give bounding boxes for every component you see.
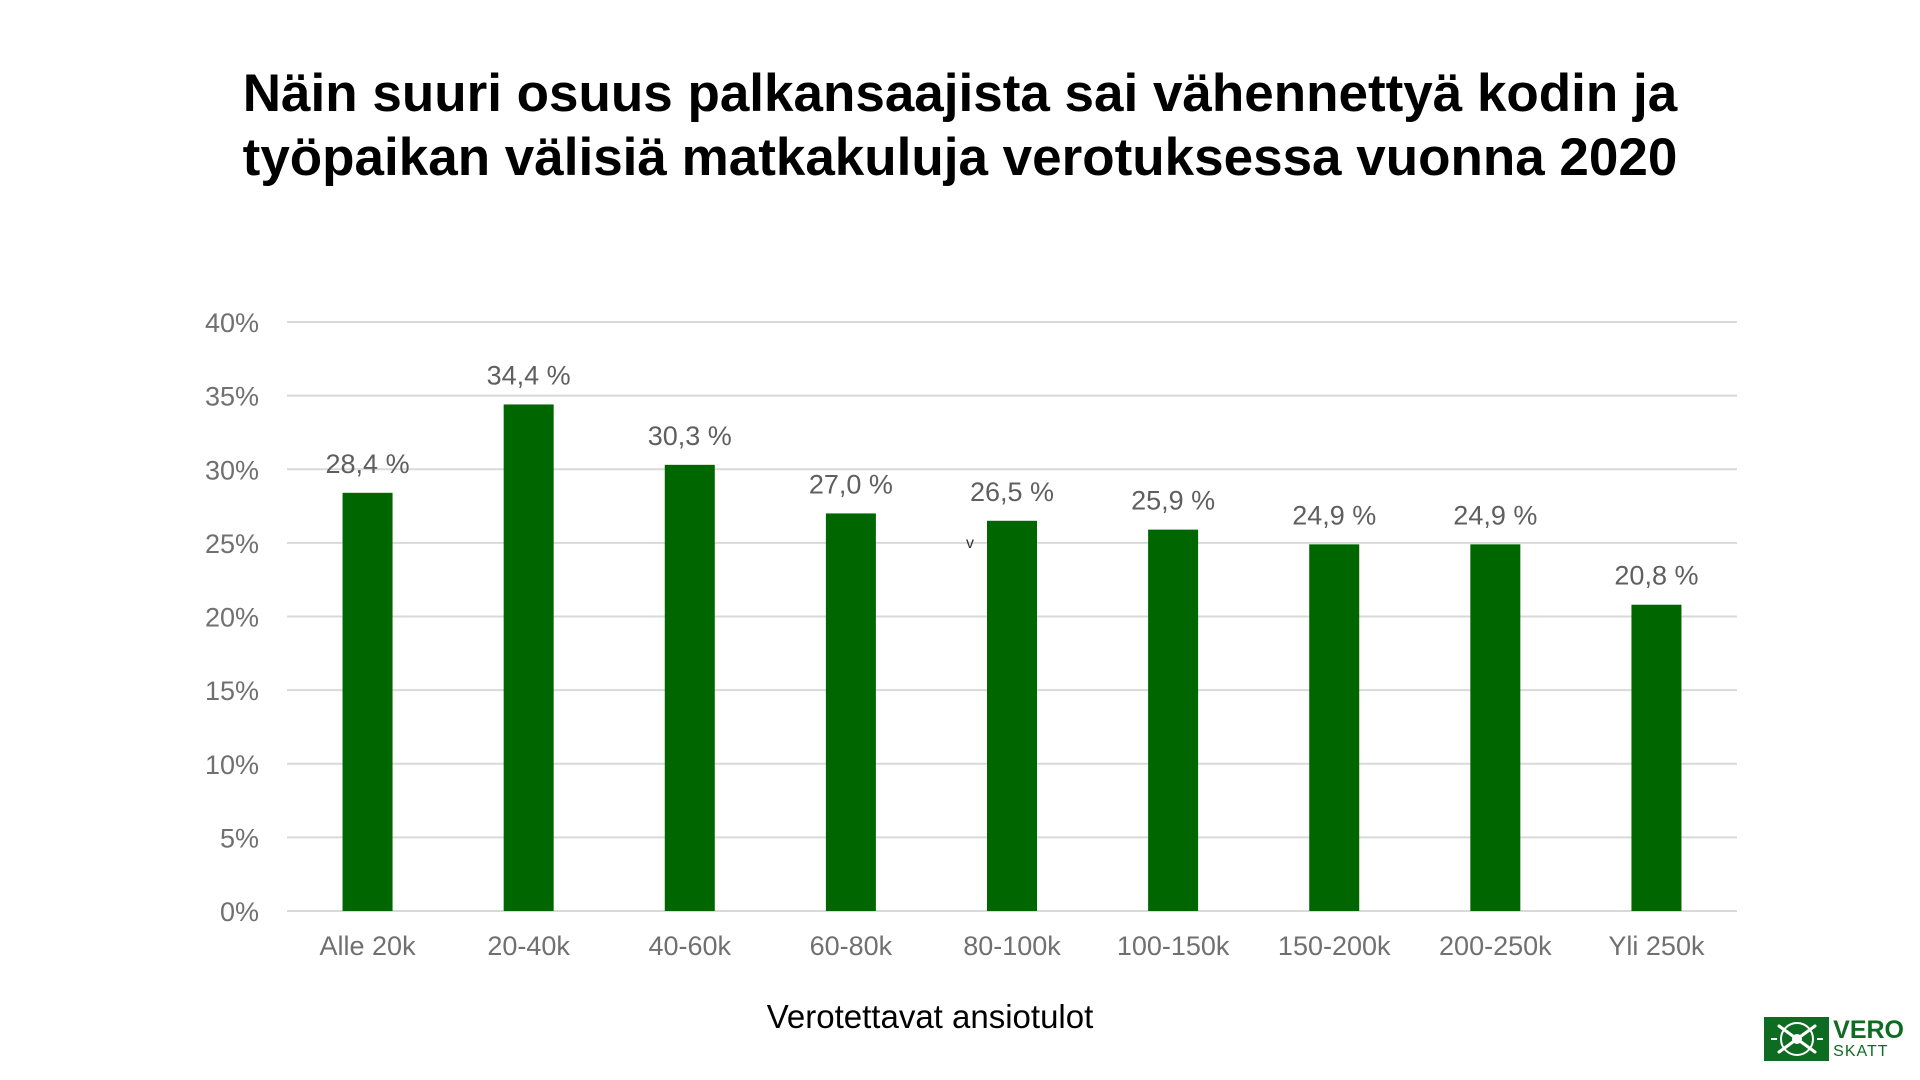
- annotation-mark: v: [966, 535, 974, 552]
- y-axis-tick-labels: 0% 5% 10% 15% 20% 25% 30% 35% 40%: [205, 308, 259, 927]
- logo-word-skatt: SKATT: [1833, 1043, 1889, 1060]
- bars: [342, 404, 1682, 911]
- x-tick-label-3: 40-60k: [648, 931, 731, 961]
- data-label-2: 34,4 %: [487, 360, 571, 390]
- bar-2: [503, 404, 554, 911]
- x-axis-title: Verotettavat ansiotulot: [766, 998, 1094, 1035]
- y-tick-label-20: 20%: [205, 603, 259, 633]
- chart-title: Näin suuri osuus palkansaajista sai vähe…: [120, 62, 1800, 190]
- bar-1: [342, 492, 393, 911]
- bar-8: [1470, 544, 1521, 911]
- x-tick-label-2: 20-40k: [487, 931, 570, 961]
- data-label-4: 27,0 %: [809, 469, 893, 499]
- y-tick-label-35: 35%: [205, 382, 259, 412]
- x-tick-label-7: 150-200k: [1278, 931, 1391, 961]
- chart-title-line-1: Näin suuri osuus palkansaajista sai vähe…: [242, 64, 1678, 123]
- y-tick-label-15: 15%: [205, 676, 259, 706]
- bar-6: [1148, 529, 1199, 911]
- y-tick-label-40: 40%: [205, 308, 259, 338]
- tax-administration-emblem-icon: [1764, 1017, 1830, 1061]
- vero-skatt-logo: VERO SKATT: [1764, 1017, 1904, 1061]
- y-tick-label-10: 10%: [205, 750, 259, 780]
- logo-wordmark: VERO SKATT: [1833, 1018, 1904, 1060]
- x-tick-label-8: 200-250k: [1439, 931, 1552, 961]
- y-tick-label-0: 0%: [220, 897, 259, 927]
- y-tick-label-25: 25%: [205, 529, 259, 559]
- x-tick-label-1: Alle 20k: [320, 931, 417, 961]
- bar-4: [825, 513, 876, 911]
- data-label-7: 24,9 %: [1292, 500, 1376, 530]
- y-tick-label-5: 5%: [220, 823, 259, 853]
- data-labels: 28,4 % 34,4 % 30,3 % 27,0 % 26,5 % 25,9 % 24,9…: [326, 360, 1699, 590]
- bar-3: [664, 464, 715, 911]
- data-label-8: 24,9 %: [1453, 500, 1537, 530]
- x-tick-label-6: 100-150k: [1117, 931, 1230, 961]
- x-axis-category-labels: Alle 20k 20-40k 40-60k 60-80k 80-100k 100-150…: [320, 931, 1705, 961]
- bar-7: [1309, 544, 1360, 911]
- x-tick-label-9: Yli 250k: [1608, 931, 1705, 961]
- data-label-3: 30,3 %: [648, 421, 732, 451]
- data-label-1: 28,4 %: [326, 449, 410, 479]
- data-label-9: 20,8 %: [1614, 561, 1698, 591]
- bar-9: [1631, 604, 1682, 911]
- x-tick-label-4: 60-80k: [810, 931, 893, 961]
- logo-word-vero: VERO: [1833, 1016, 1904, 1044]
- bar-5: [987, 520, 1037, 911]
- chart-title-line-2: työpaikan välisiä matkakuluja verotukses…: [242, 128, 1678, 187]
- y-tick-label-30: 30%: [205, 455, 259, 485]
- data-label-5: 26,5 %: [970, 477, 1054, 507]
- x-tick-label-5: 80-100k: [963, 931, 1061, 961]
- data-label-6: 25,9 %: [1131, 486, 1215, 516]
